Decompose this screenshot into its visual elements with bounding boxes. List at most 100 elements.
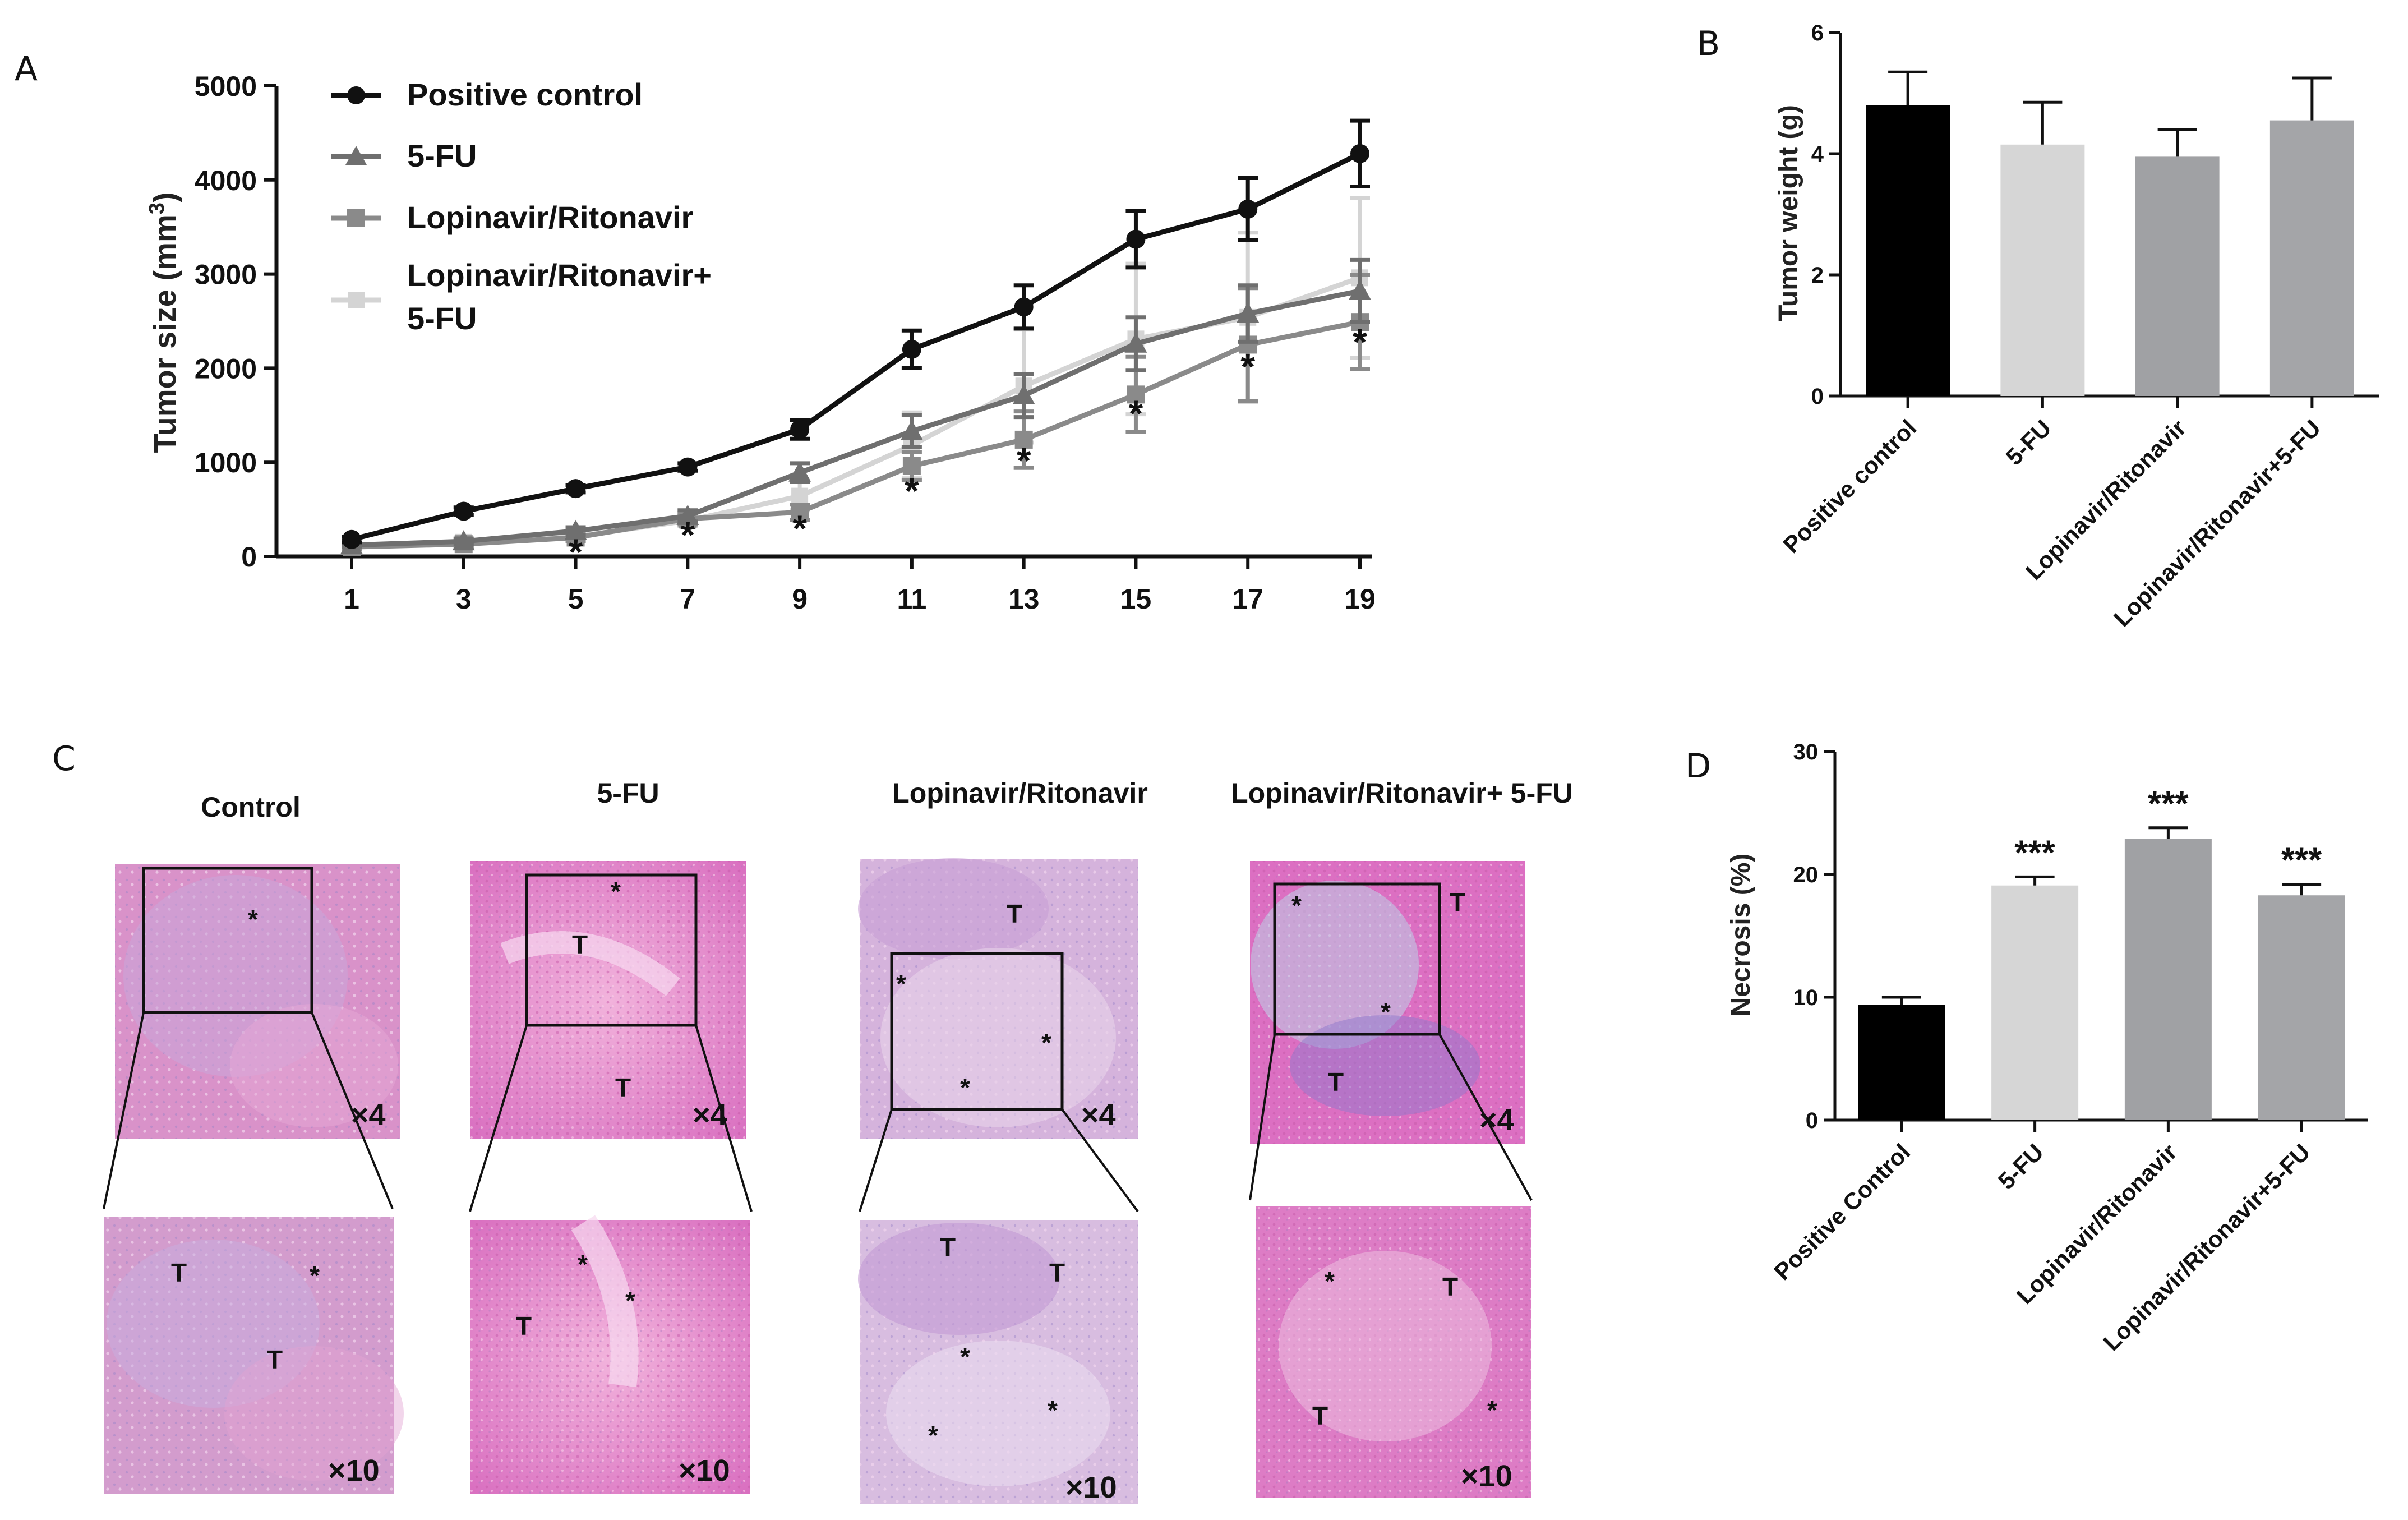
- micrograph-control-x10: T T * ×10: [104, 1217, 404, 1494]
- series-lopinavir-ritonavir-: [342, 196, 1370, 555]
- series-positive-control: [342, 118, 1370, 549]
- legend-label-combo-line2: 5-FU: [407, 301, 477, 336]
- micrograph-5fu-x4: * T T ×4: [470, 861, 746, 1139]
- necrosis-marker: *: [1487, 1395, 1497, 1425]
- histology-panel: Control 5-FU Lopinavir/Ritonavir Lopinav…: [103, 777, 1573, 1504]
- necrosis-marker: *: [625, 1286, 635, 1315]
- data-point: [566, 479, 585, 499]
- significance-marker: ***: [2148, 785, 2189, 823]
- bar: [1991, 885, 2079, 1120]
- zoom-line: [311, 1012, 394, 1209]
- category-label: Positive Control: [1769, 1139, 1915, 1285]
- bar: [2135, 156, 2220, 396]
- significance-marker: *: [1353, 321, 1367, 363]
- y-axis-title: Tumor size (mm3): [145, 192, 182, 453]
- tumor-marker: T: [1312, 1401, 1328, 1430]
- bar: [2124, 839, 2212, 1120]
- data-point: [791, 503, 809, 522]
- data-point: [1014, 430, 1033, 449]
- series-line: [351, 319, 1360, 550]
- significance-marker: *: [1017, 440, 1031, 481]
- x-tick-label: 1: [344, 583, 359, 615]
- column-title-5fu: 5-FU: [597, 777, 659, 809]
- legend: Positive control 5-FU Lopinavir/Ritonavi…: [331, 77, 712, 336]
- magnification-label: ×10: [1461, 1459, 1512, 1493]
- zoom-line: [695, 1025, 753, 1212]
- zoom-line: [1438, 1034, 1533, 1201]
- data-point: [1350, 144, 1369, 163]
- x-tick-label: 9: [792, 583, 808, 615]
- zoom-box: [1273, 882, 1441, 1036]
- data-point: [1012, 384, 1035, 405]
- necrosis-marker: *: [1048, 1395, 1058, 1425]
- zoom-line: [1249, 1034, 1276, 1201]
- category-label: 5-FU: [1993, 1139, 2049, 1194]
- data-point: [676, 504, 699, 525]
- data-point: [1349, 279, 1371, 300]
- necrosis-marker: *: [1041, 1028, 1051, 1057]
- y-tick-label: 5000: [195, 71, 257, 102]
- bar: [2000, 144, 2085, 396]
- data-point: [1127, 385, 1145, 404]
- legend-marker-triangle: [345, 146, 367, 165]
- data-point: [788, 461, 811, 482]
- x-tick-label: 5: [568, 583, 584, 615]
- bar: [2258, 895, 2345, 1120]
- magnification-label: ×4: [693, 1098, 727, 1132]
- x-tick-label: 7: [680, 583, 695, 615]
- y-tick-label: 30: [1793, 740, 1819, 764]
- magnification-label: ×10: [328, 1454, 380, 1487]
- legend-marker-combo: [348, 292, 365, 308]
- series-lopinavir-ritonavir: [342, 273, 1370, 556]
- zoom-line: [1061, 1108, 1139, 1213]
- x-tick-label: 19: [1344, 583, 1376, 615]
- legend-marker-circle: [347, 86, 365, 104]
- tumor-marker: T: [940, 1233, 956, 1262]
- category-label: 5-FU: [2001, 414, 2056, 470]
- x-tick-label: 13: [1008, 583, 1040, 615]
- y-tick-label: 10: [1793, 985, 1819, 1010]
- data-point: [1014, 297, 1034, 317]
- y-tick-label: 0: [1811, 384, 1824, 409]
- zoom-box: [890, 952, 1064, 1111]
- x-tick-label: 3: [456, 583, 472, 615]
- tumor-marker: T: [516, 1311, 532, 1341]
- data-point: [790, 420, 810, 439]
- column-title-lopinavir: Lopinavir/Ritonavir: [892, 777, 1148, 809]
- micrograph-5fu-x10: * * T ×10: [470, 1215, 750, 1494]
- micrograph-combo-x10: * T T * ×10: [1256, 1206, 1531, 1498]
- legend-label-lopinavir: Lopinavir/Ritonavir: [407, 200, 693, 235]
- series-5-fu: [340, 257, 1371, 554]
- necrosis-marker: *: [310, 1261, 320, 1290]
- y-axis-title: Tumor weight (g): [1774, 105, 1803, 321]
- data-point: [342, 529, 361, 549]
- significance-marker: *: [792, 508, 807, 549]
- y-tick-label: 0: [241, 541, 257, 573]
- data-point: [1237, 302, 1260, 323]
- necrosis-marker: *: [1291, 891, 1302, 920]
- y-tick-label: 1000: [195, 447, 257, 478]
- legend-label-positive-control: Positive control: [407, 77, 643, 112]
- necrosis-marker: *: [928, 1421, 938, 1450]
- necrosis-marker: *: [578, 1250, 588, 1279]
- y-tick-label: 2: [1811, 263, 1824, 288]
- legend-marker-square: [347, 209, 365, 227]
- column-title-combo: Lopinavir/Ritonavir+ 5-FU: [1231, 777, 1573, 809]
- panel-letter-c: C: [52, 739, 76, 779]
- tumor-marker: T: [1450, 888, 1465, 917]
- significance-marker: *: [680, 514, 695, 556]
- necrosis-marker: *: [896, 969, 906, 998]
- magnification-label: ×10: [679, 1454, 730, 1487]
- y-tick-label: 4000: [195, 165, 257, 196]
- data-point: [900, 420, 923, 440]
- data-point: [791, 487, 809, 505]
- zoom-box: [142, 867, 313, 1014]
- tumor-marker: T: [1007, 899, 1022, 928]
- y-tick-label: 4: [1811, 142, 1824, 167]
- necrosis-marker: *: [248, 905, 258, 934]
- y-tick-label: 0: [1806, 1108, 1818, 1133]
